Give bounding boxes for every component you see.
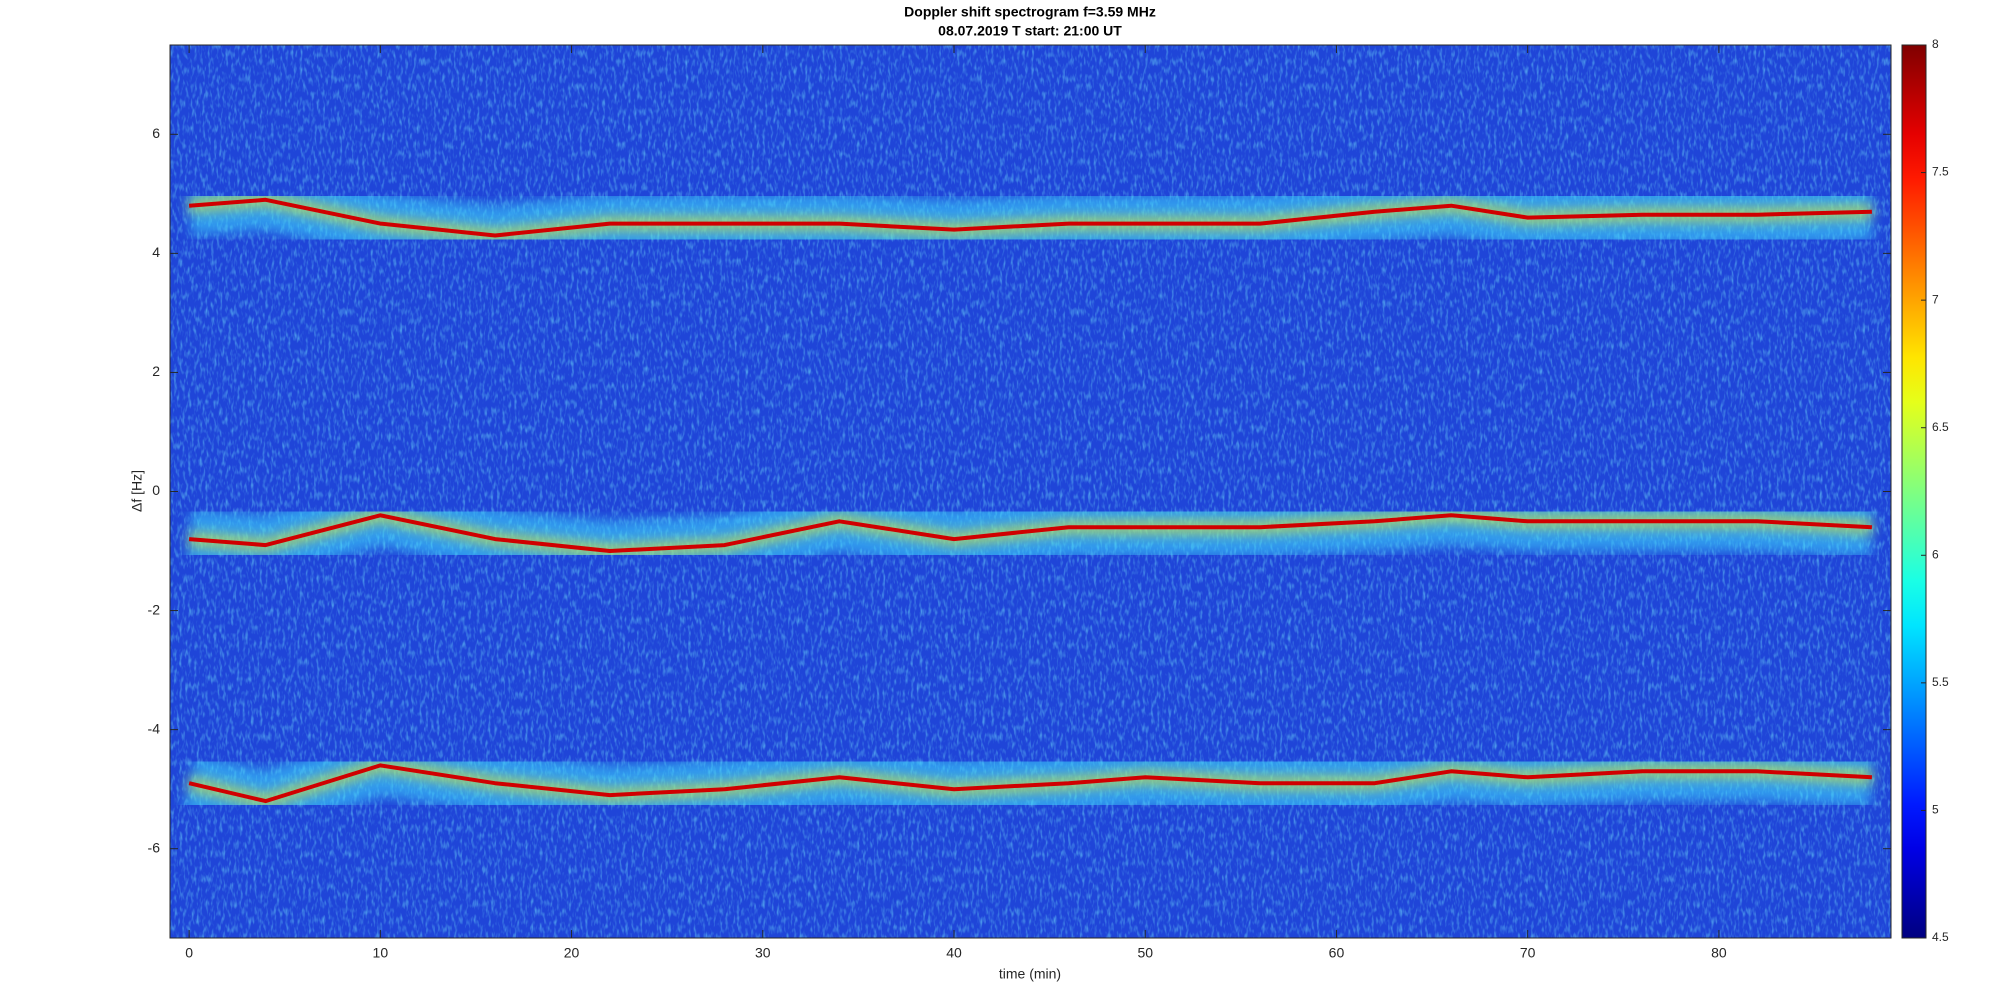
x-tick-label: 0 [185,945,193,961]
y-tick-label: -6 [148,839,161,855]
chart-subtitle: 08.07.2019 T start: 21:00 UT [938,23,1122,39]
x-tick-label: 60 [1329,945,1345,961]
y-tick-label: -2 [148,601,161,617]
chart-title: Doppler shift spectrogram f=3.59 MHz [904,4,1156,20]
colorbar-tick-label: 7 [1932,292,1939,306]
colorbar-tick-label: 4.5 [1932,930,1949,944]
colorbar-tick-label: 6 [1932,547,1939,561]
x-axis-label: time (min) [999,966,1061,982]
x-tick-label: 70 [1520,945,1536,961]
x-tick-label: 80 [1711,945,1727,961]
colorbar-tick-label: 6.5 [1932,420,1949,434]
colorbar-tick-label: 8 [1932,37,1939,51]
colorbar-tick-label: 5 [1932,803,1939,817]
y-tick-label: 4 [152,244,160,260]
trace-line [188,763,1873,804]
x-tick-label: 50 [1137,945,1153,961]
y-tick-label: 2 [152,363,160,379]
y-axis-label: Δf [Hz] [129,470,145,512]
y-tick-label: 0 [152,482,160,498]
colorbar-tick-label: 7.5 [1932,165,1949,179]
trace-line [188,197,1872,238]
y-tick-label: 6 [152,125,160,141]
trace-line [188,513,1873,553]
colorbar-tick-label: 5.5 [1932,675,1949,689]
x-tick-label: 40 [946,945,962,961]
x-tick-label: 20 [564,945,580,961]
plot-area [170,45,1891,938]
colorbar [1901,44,1927,939]
x-tick-label: 10 [373,945,389,961]
x-tick-label: 30 [755,945,771,961]
y-tick-label: -4 [148,720,161,736]
